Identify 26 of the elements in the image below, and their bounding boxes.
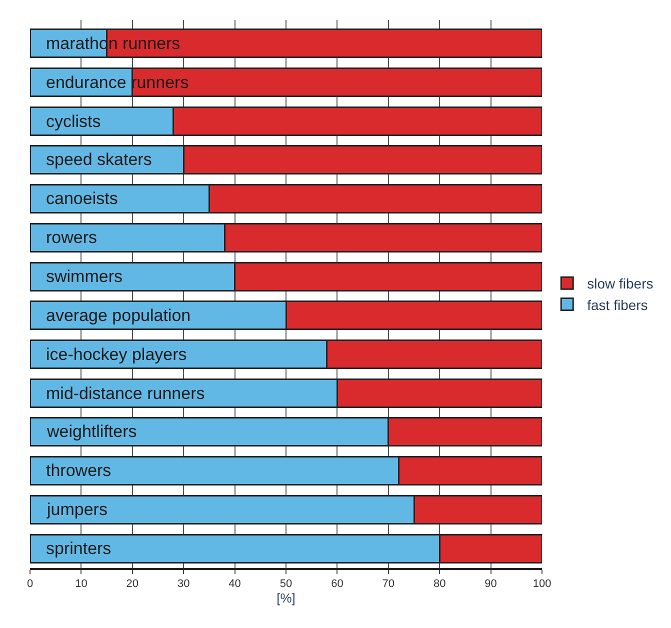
x-tick-label: 70 <box>382 578 395 590</box>
y-tick-label: rowers <box>46 228 98 247</box>
y-tick-label: speed skaters <box>46 150 152 169</box>
y-tick-label: mid-distance runners <box>46 384 205 403</box>
x-tick-label: 90 <box>484 578 497 590</box>
x-tick-label: 20 <box>126 578 139 590</box>
x-tick-label: 10 <box>75 578 88 590</box>
y-tick-label: cyclists <box>46 112 101 131</box>
x-tick-label: 50 <box>280 578 292 590</box>
y-tick-label: sprinters <box>46 539 112 558</box>
x-tick-label: 80 <box>433 578 446 590</box>
y-tick-label: jumpers <box>46 500 108 519</box>
y-tick-label: throwers <box>46 461 112 480</box>
y-tick-label: canoeists <box>46 189 118 208</box>
y-tick-label: ice-hockey players <box>46 345 187 364</box>
x-axis-title: [%] <box>276 590 296 606</box>
y-tick-label: swimmers <box>46 267 122 286</box>
y-tick-label: weightlifters <box>46 422 137 441</box>
x-tick-label: 30 <box>177 578 190 590</box>
legend-label: fast fibers <box>587 296 648 313</box>
y-tick-label: average population <box>46 306 191 325</box>
x-tick-label: 100 <box>532 578 552 590</box>
x-tick-label: 40 <box>228 578 241 590</box>
x-tick-label: 60 <box>331 578 344 590</box>
legend-label: slow fibers <box>587 276 654 292</box>
x-tick-label: 0 <box>26 578 34 590</box>
